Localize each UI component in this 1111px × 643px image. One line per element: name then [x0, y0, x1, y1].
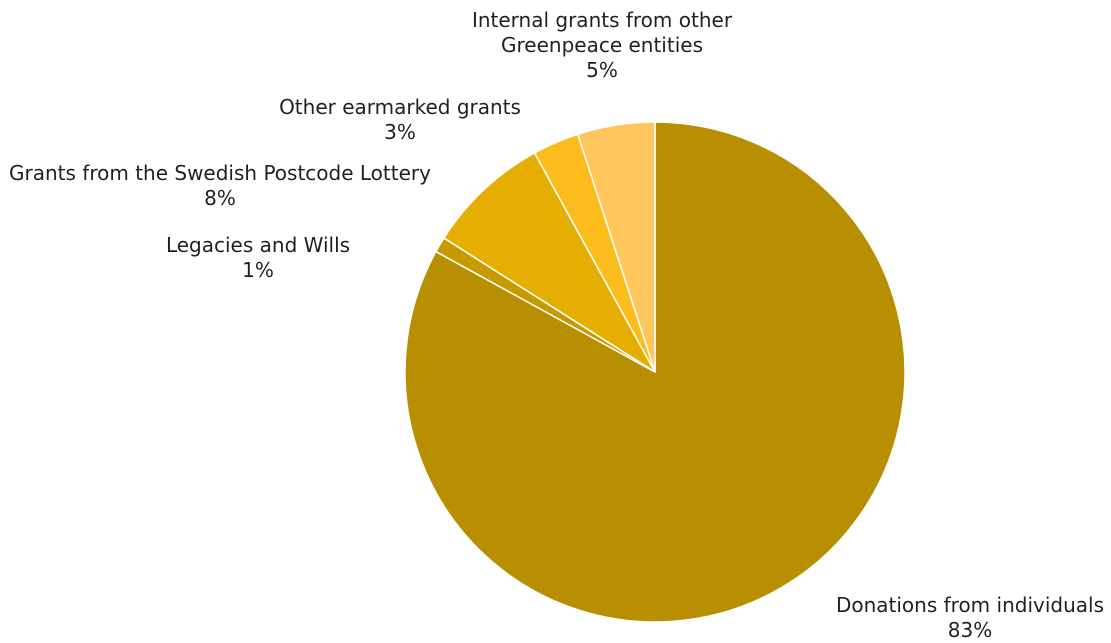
slice-label-percent: 3%: [384, 120, 416, 144]
slice-label-donations-from-individuals: Donations from individuals 83%: [836, 593, 1104, 642]
slice-label-percent: 1%: [242, 258, 274, 282]
slice-label-percent: 83%: [948, 618, 992, 642]
slice-label-grants-from-the-swedish-postcode-lottery: Grants from the Swedish Postcode Lottery…: [9, 161, 431, 210]
slice-label-name: Grants from the Swedish Postcode Lottery: [9, 161, 431, 185]
slice-label-percent: 5%: [586, 58, 618, 82]
slice-label-other-earmarked-grants: Other earmarked grants 3%: [279, 95, 521, 144]
slice-label-legacies-and-wills: Legacies and Wills 1%: [166, 233, 350, 282]
pie-slices: [404, 121, 906, 623]
pie-labels: Donations from individuals 83% Legacies an…: [9, 8, 1104, 642]
pie-slice-internal-grants-from-other-greenpeace-entities: [576, 121, 656, 373]
slice-label-name: Legacies and Wills: [166, 233, 350, 257]
slice-label-name: Greenpeace entities: [501, 33, 703, 57]
slice-label-percent: 8%: [204, 186, 236, 210]
pie-slice-grants-from-the-swedish-postcode-lottery: [442, 151, 656, 373]
slice-label-internal-grants-from-other-greenpeace-entities: Internal grants from other Greenpeace ent…: [472, 8, 733, 82]
slice-label-name: Donations from individuals: [836, 593, 1104, 617]
slice-label-name: Other earmarked grants: [279, 95, 521, 119]
slice-label-name: Internal grants from other: [472, 8, 733, 32]
